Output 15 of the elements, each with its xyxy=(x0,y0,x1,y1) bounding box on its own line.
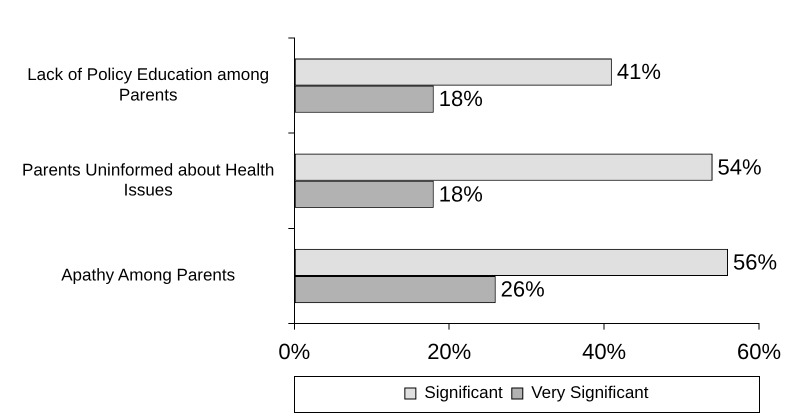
data-label: 56% xyxy=(733,249,778,274)
legend-label: Significant xyxy=(424,383,504,402)
y-tick-label: Apathy Among Parents xyxy=(61,266,236,285)
data-label: 26% xyxy=(500,276,545,302)
x-tick-label: 0% xyxy=(278,338,310,364)
x-tick-label: 60% xyxy=(736,338,782,364)
data-label: 18% xyxy=(438,181,483,206)
data-label: 18% xyxy=(438,86,483,112)
data-label: 54% xyxy=(718,154,762,180)
data-label: 41% xyxy=(616,59,661,84)
x-tick-label: 40% xyxy=(582,338,626,364)
y-tick-label: Parents Uninformed about Health Issues xyxy=(22,160,274,200)
legend-label: Very Significant xyxy=(531,383,649,402)
x-tick-label: 20% xyxy=(427,338,472,364)
y-tick-label: Lack of Policy Education among Parents xyxy=(27,65,270,104)
